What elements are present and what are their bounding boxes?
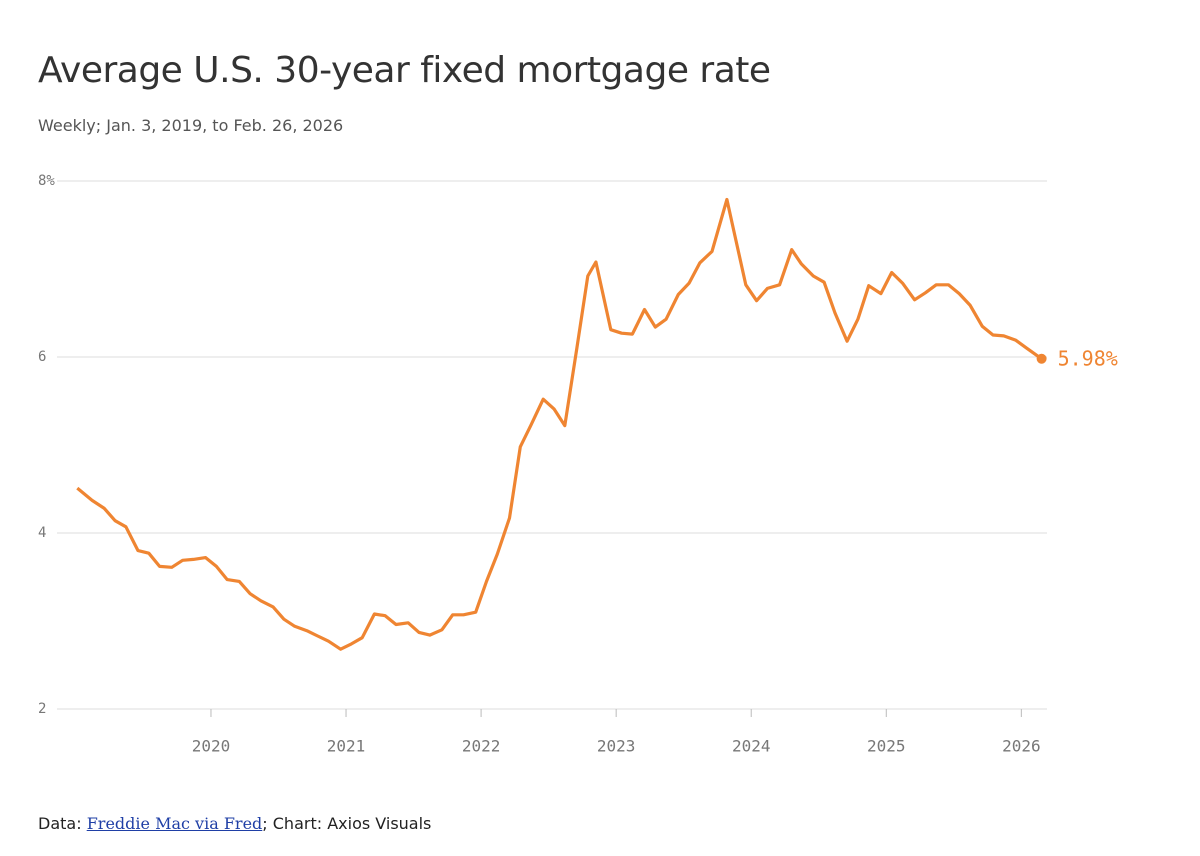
y-tick-label: 6	[38, 349, 46, 365]
y-tick-label: 2	[38, 701, 46, 717]
source-link[interactable]: Freddie Mac via Fred	[86, 814, 263, 833]
chart-title: Average U.S. 30-year fixed mortgage rate	[38, 50, 771, 91]
source: Data: Freddie Mac via Fred; Chart: Axios…	[38, 814, 431, 833]
x-tick-label: 2020	[192, 737, 231, 756]
x-tick-label: 2021	[327, 737, 366, 756]
end-label: 5.98%	[1058, 346, 1118, 370]
x-tick-label: 2026	[1002, 737, 1041, 756]
x-tick-label: 2025	[867, 737, 906, 756]
source-prefix: Data:	[38, 814, 82, 833]
x-tick-label: 2022	[462, 737, 501, 756]
y-tick-label: 4	[38, 525, 46, 541]
end-dot	[1036, 353, 1047, 364]
x-tick-label: 2024	[732, 737, 771, 756]
x-tick-label: 2023	[597, 737, 636, 756]
y-tick-label: 8%	[38, 173, 55, 189]
line	[76, 197, 1043, 651]
source-suffix: ; Chart: Axios Visuals	[262, 814, 432, 833]
chart-subtitle: Weekly; Jan. 3, 2019, to Feb. 26, 2026	[38, 116, 344, 135]
